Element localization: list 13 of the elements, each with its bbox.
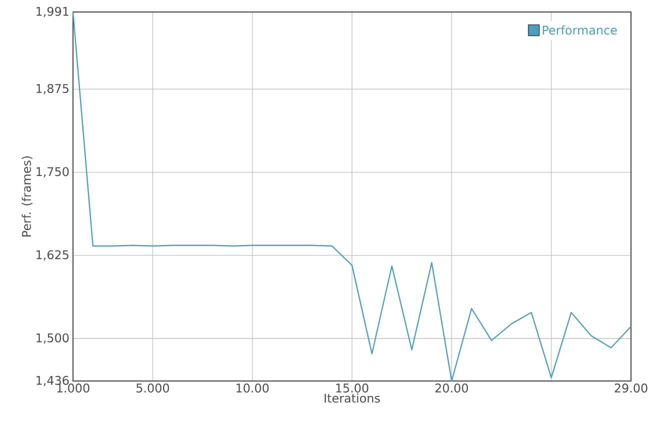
x-tick-label: 29.00 [614, 384, 648, 393]
y-tick-label: 1,875 [36, 84, 68, 94]
y-tick-label: 1,500 [36, 333, 69, 344]
x-tick-label: 5.000 [136, 384, 170, 393]
y-tick-label: 1,625 [36, 250, 68, 260]
x-tick-label: 20.00 [435, 384, 468, 393]
x-tick-label: 10.00 [236, 384, 269, 393]
legend-label: Performance [542, 25, 617, 35]
y-axis-title: Perf. (frames) [22, 156, 32, 236]
x-tick-label: 15.00 [336, 384, 368, 393]
y-tick-label: 1,750 [36, 167, 69, 178]
x-axis-title: Iterations [324, 393, 380, 403]
y-tick-label: 1,991 [36, 6, 68, 18]
